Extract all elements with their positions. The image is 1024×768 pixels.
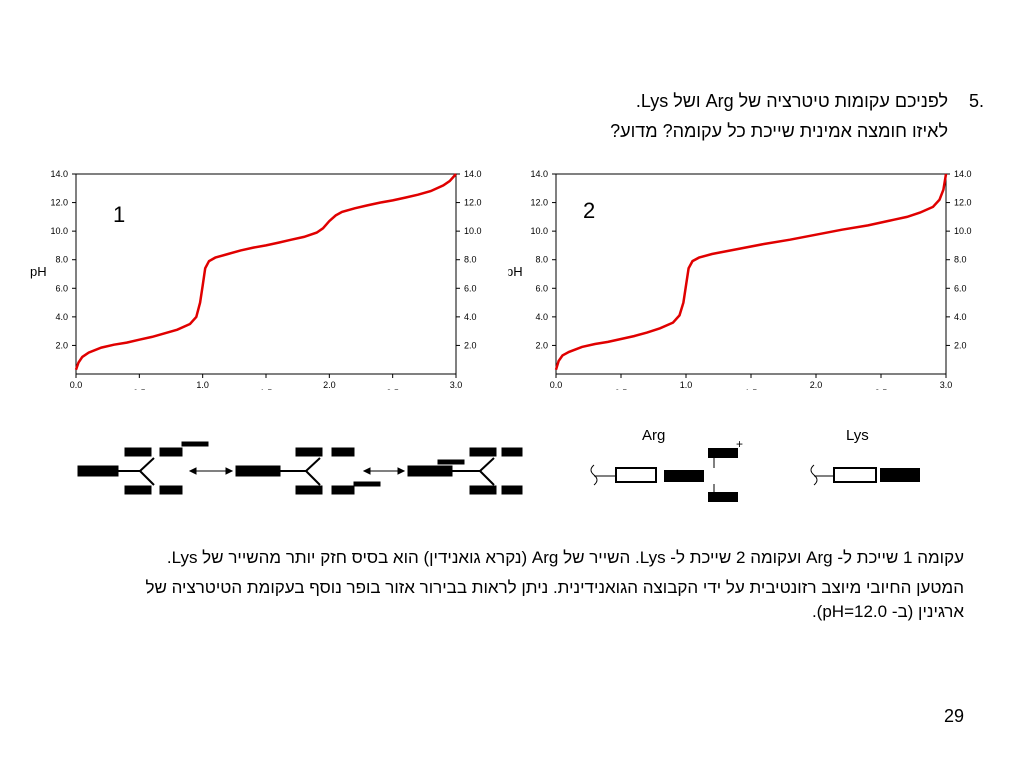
y-tick-label: 10.0 — [954, 226, 972, 236]
y-tick-label: 14.0 — [530, 169, 548, 179]
x-tick-label: 1.5 — [745, 388, 758, 390]
x-tick-label: 1.0 — [196, 380, 209, 390]
resonance-structure-3 — [407, 447, 523, 495]
nh-group-garbled — [664, 470, 704, 482]
titration-curve — [74, 173, 457, 371]
answer-paragraph-1: עקומה 1 שייכת ל- Arg ועקומה 2 שייכת ל- L… — [166, 548, 964, 567]
y-ticks-right: 2.0 4.0 6.0 8.0 10.0 12.0 14.0 — [946, 169, 972, 350]
x-tick-label: 2.0 — [810, 380, 823, 390]
x-ticks: 0.0 0.5 1.0 1.5 2.0 2.5 3.0 — [70, 374, 463, 390]
y-tick-label: 2.0 — [954, 340, 967, 350]
y-tick-label: 6.0 — [55, 283, 68, 293]
y-tick-label: 12.0 — [530, 198, 548, 208]
y-ticks-left: 2.0 4.0 6.0 8.0 10.0 12.0 14.0 — [50, 169, 76, 350]
nh3-group-garbled — [880, 468, 920, 482]
y-tick-label: 10.0 — [464, 226, 482, 236]
resonance-arrow-2 — [362, 467, 406, 475]
arg-side-chain-structure: Arg + — [590, 427, 743, 502]
ch2-group-garbled — [615, 467, 657, 483]
y-ticks-left: 2.0 4.0 6.0 8.0 10.0 12.0 14.0 — [530, 169, 556, 350]
y-tick-label: 2.0 — [535, 340, 548, 350]
question-number: .5 — [968, 91, 984, 111]
x-tick-label: 1.0 — [680, 380, 693, 390]
y-tick-label: 6.0 — [464, 283, 477, 293]
squiggle-bond — [590, 464, 598, 486]
x-tick-label: 3.0 — [450, 380, 463, 390]
panel-label: 1 — [113, 202, 125, 227]
y-tick-label: 6.0 — [954, 283, 967, 293]
y-tick-label: 8.0 — [55, 255, 68, 265]
titration-chart-2: 2.0 4.0 6.0 8.0 10.0 12.0 14.0 2.0 4.0 6.0 8.0 10.… — [508, 169, 972, 390]
resonance-arrow-1 — [188, 467, 234, 475]
y-tick-label: 4.0 — [55, 312, 68, 322]
panel-label: 2 — [583, 198, 595, 223]
resonance-structure-2 — [235, 447, 381, 495]
y-axis-label: pH — [30, 264, 47, 279]
y-tick-label: 10.0 — [50, 226, 68, 236]
y-tick-label: 4.0 — [535, 312, 548, 322]
x-tick-label: 0.0 — [70, 380, 83, 390]
y-tick-label: 8.0 — [464, 255, 477, 265]
y-tick-label: 8.0 — [535, 255, 548, 265]
y-tick-label: 2.0 — [464, 340, 477, 350]
x-tick-label: 0.0 — [550, 380, 563, 390]
y-tick-label: 4.0 — [954, 312, 967, 322]
titration-curve — [554, 173, 948, 371]
x-tick-label: 1.5 — [260, 388, 273, 390]
x-ticks: 0.0 0.5 1.0 1.5 2.0 2.5 3.0 — [550, 374, 953, 390]
resonance-structure-1 — [77, 441, 209, 495]
y-tick-label: 10.0 — [530, 226, 548, 236]
slide-number: 29 — [943, 706, 964, 726]
y-tick-label: 4.0 — [464, 312, 477, 322]
x-tick-label: 2.5 — [386, 388, 399, 390]
y-tick-label: 6.0 — [535, 283, 548, 293]
question-block: .5 לפניכם עקומות טיטרציה של Arg ושל Lys.… — [424, 86, 984, 146]
plot-frame — [75, 173, 457, 375]
x-tick-label: 2.0 — [323, 380, 336, 390]
plot-frame — [555, 173, 947, 375]
y-tick-label: 2.0 — [55, 340, 68, 350]
plus-charge: + — [736, 437, 743, 451]
y-tick-label: 14.0 — [464, 169, 482, 179]
lys-side-chain-structure: Lys — [810, 427, 920, 486]
question-line-2: לאיזו חומצה אמינית שייכת כל עקומה? מדוע? — [610, 121, 948, 141]
answer-paragraph-2: המטען החיובי מיוצב רזונטיבית על ידי הקבו… — [145, 578, 964, 621]
x-tick-label: 0.5 — [133, 388, 146, 390]
y-tick-label: 8.0 — [954, 255, 967, 265]
lys-label: Lys — [846, 427, 869, 444]
nh2-bottom-garbled — [708, 492, 738, 502]
question-line-1: לפניכם עקומות טיטרציה של Arg ושל Lys. — [635, 91, 948, 111]
arg-label: Arg — [642, 427, 665, 444]
y-tick-label: 14.0 — [954, 169, 972, 179]
x-tick-label: 3.0 — [940, 380, 953, 390]
answer-block: עקומה 1 שייכת ל- Arg ועקומה 2 שייכת ל- L… — [104, 546, 964, 630]
x-tick-label: 0.5 — [615, 388, 628, 390]
guanidinium-resonance-structures — [77, 441, 523, 495]
y-tick-label: 12.0 — [50, 198, 68, 208]
ch2-group-garbled — [833, 467, 877, 483]
titration-chart-1: 2.04.06.08.010.012.014.0 2.04.06.08.010.… — [30, 169, 482, 390]
y-ticks-right: 2.0 4.0 6.0 8.0 10.0 12.0 14.0 — [456, 169, 482, 350]
nh2-top-garbled — [708, 448, 738, 458]
y-axis-label: pH — [508, 264, 523, 279]
y-tick-label: 12.0 — [954, 198, 972, 208]
squiggle-bond — [810, 464, 818, 486]
x-tick-label: 2.5 — [875, 388, 888, 390]
y-tick-label: 14.0 — [50, 169, 68, 179]
y-tick-label: 12.0 — [464, 198, 482, 208]
